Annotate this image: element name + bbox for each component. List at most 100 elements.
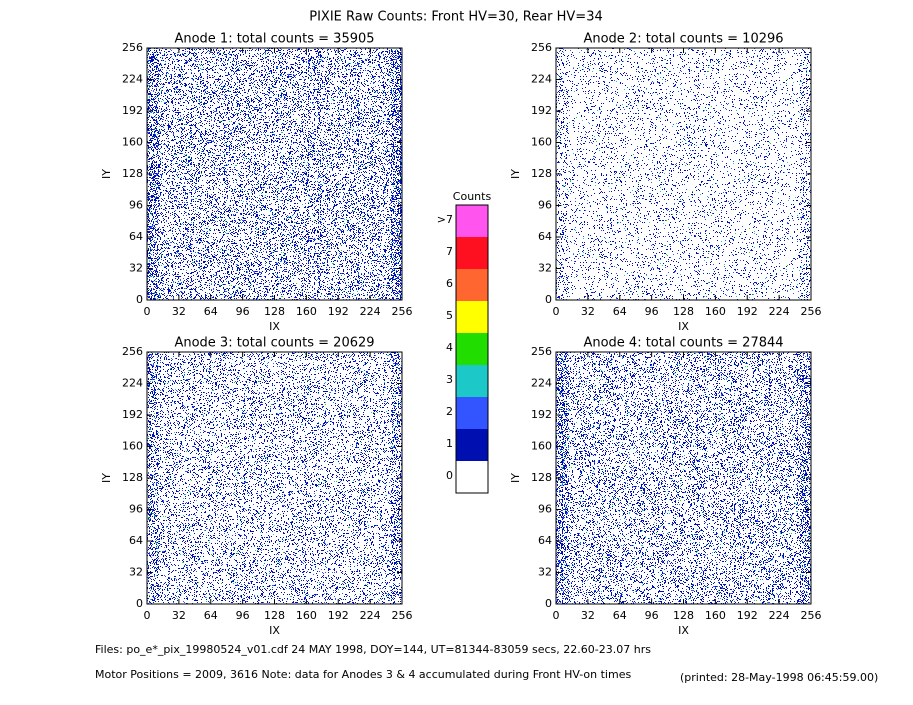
x-tick-label: 96 xyxy=(645,609,659,622)
colorbar-label: 6 xyxy=(446,277,453,290)
count-texture xyxy=(556,352,811,604)
count-texture xyxy=(147,352,402,604)
x-tick-label: 256 xyxy=(392,609,413,622)
x-tick-label: 32 xyxy=(581,609,595,622)
x-tick-label: 64 xyxy=(204,305,218,318)
x-tick-label: 96 xyxy=(236,609,250,622)
y-tick-label: 64 xyxy=(129,534,143,547)
y-axis-label: IY xyxy=(100,169,113,179)
footer-motor: Motor Positions = 2009, 3616 Note: data … xyxy=(95,668,631,681)
y-tick-label: 96 xyxy=(538,199,552,212)
y-tick-label: 96 xyxy=(129,503,143,516)
y-tick-label: 160 xyxy=(122,440,143,453)
y-tick-label: 192 xyxy=(122,104,143,117)
x-axis-label: IX xyxy=(269,624,280,637)
x-tick-label: 160 xyxy=(296,609,317,622)
y-tick-label: 128 xyxy=(531,471,552,484)
x-tick-label: 0 xyxy=(144,609,151,622)
colorbar-frame xyxy=(455,204,489,494)
y-tick-label: 224 xyxy=(531,377,552,390)
colorbar-label: 4 xyxy=(446,341,453,354)
x-tick-label: 160 xyxy=(705,305,726,318)
y-tick-label: 32 xyxy=(129,262,143,275)
y-tick-label: 0 xyxy=(545,597,552,610)
plot-frame xyxy=(555,351,812,605)
panel-title: Anode 1: total counts = 35905 xyxy=(174,32,374,47)
y-tick-label: 128 xyxy=(531,167,552,180)
plot-frame xyxy=(146,351,403,605)
x-tick-label: 192 xyxy=(328,305,349,318)
x-tick-label: 128 xyxy=(264,305,285,318)
count-texture xyxy=(147,352,402,604)
colorbar-label: >7 xyxy=(437,213,453,226)
count-texture xyxy=(147,48,402,300)
x-tick-label: 32 xyxy=(172,305,186,318)
colorbar-label: 0 xyxy=(446,469,453,482)
y-tick-label: 192 xyxy=(531,408,552,421)
x-tick-label: 0 xyxy=(553,305,560,318)
y-tick-label: 160 xyxy=(531,440,552,453)
y-tick-label: 224 xyxy=(122,377,143,390)
y-tick-label: 224 xyxy=(122,73,143,86)
x-tick-label: 32 xyxy=(172,609,186,622)
y-tick-label: 192 xyxy=(122,408,143,421)
x-tick-label: 192 xyxy=(737,609,758,622)
y-tick-label: 96 xyxy=(538,503,552,516)
y-tick-label: 64 xyxy=(538,230,552,243)
x-tick-label: 128 xyxy=(673,305,694,318)
x-tick-label: 32 xyxy=(581,305,595,318)
main-title: PIXIE Raw Counts: Front HV=30, Rear HV=3… xyxy=(309,10,603,25)
colorbar-label: 1 xyxy=(446,437,453,450)
x-tick-label: 96 xyxy=(645,305,659,318)
y-tick-label: 0 xyxy=(136,293,143,306)
count-texture xyxy=(147,352,402,604)
x-tick-label: 96 xyxy=(236,305,250,318)
y-tick-label: 0 xyxy=(136,597,143,610)
x-tick-label: 0 xyxy=(553,609,560,622)
y-tick-label: 256 xyxy=(122,345,143,358)
colorbar-title: Counts xyxy=(453,190,492,203)
x-tick-label: 192 xyxy=(328,609,349,622)
y-tick-label: 160 xyxy=(122,136,143,149)
colorbar-box xyxy=(456,269,488,301)
colorbar-box xyxy=(456,429,488,461)
x-tick-label: 256 xyxy=(801,305,822,318)
y-tick-label: 256 xyxy=(531,41,552,54)
y-axis-label: IY xyxy=(509,169,522,179)
x-tick-label: 128 xyxy=(264,609,285,622)
colorbar-box xyxy=(456,397,488,429)
colorbar-label: 5 xyxy=(446,309,453,322)
y-tick-label: 32 xyxy=(538,262,552,275)
x-tick-label: 64 xyxy=(613,609,627,622)
y-tick-label: 256 xyxy=(122,41,143,54)
x-tick-label: 224 xyxy=(769,609,790,622)
x-axis-label: IX xyxy=(678,320,689,333)
count-texture xyxy=(147,48,402,300)
count-texture xyxy=(556,352,811,604)
colorbar-box xyxy=(456,205,488,237)
x-tick-label: 160 xyxy=(296,305,317,318)
x-axis-label: IX xyxy=(269,320,280,333)
y-tick-label: 224 xyxy=(531,73,552,86)
y-tick-label: 128 xyxy=(122,471,143,484)
colorbar-box xyxy=(456,365,488,397)
x-tick-label: 256 xyxy=(801,609,822,622)
y-axis-label: IY xyxy=(100,473,113,483)
count-texture xyxy=(556,352,811,604)
count-texture xyxy=(557,49,811,299)
y-tick-label: 256 xyxy=(531,345,552,358)
colorbar-label: 7 xyxy=(446,245,453,258)
x-tick-label: 0 xyxy=(144,305,151,318)
x-tick-label: 64 xyxy=(204,609,218,622)
x-tick-label: 224 xyxy=(360,305,381,318)
x-tick-label: 224 xyxy=(769,305,790,318)
colorbar-box xyxy=(456,301,488,333)
x-tick-label: 192 xyxy=(737,305,758,318)
x-tick-label: 256 xyxy=(392,305,413,318)
count-texture xyxy=(556,48,811,300)
x-axis-label: IX xyxy=(678,624,689,637)
footer-printed: (printed: 28-May-1998 06:45:59.00) xyxy=(680,671,878,684)
y-tick-label: 0 xyxy=(545,293,552,306)
y-tick-label: 96 xyxy=(129,199,143,212)
